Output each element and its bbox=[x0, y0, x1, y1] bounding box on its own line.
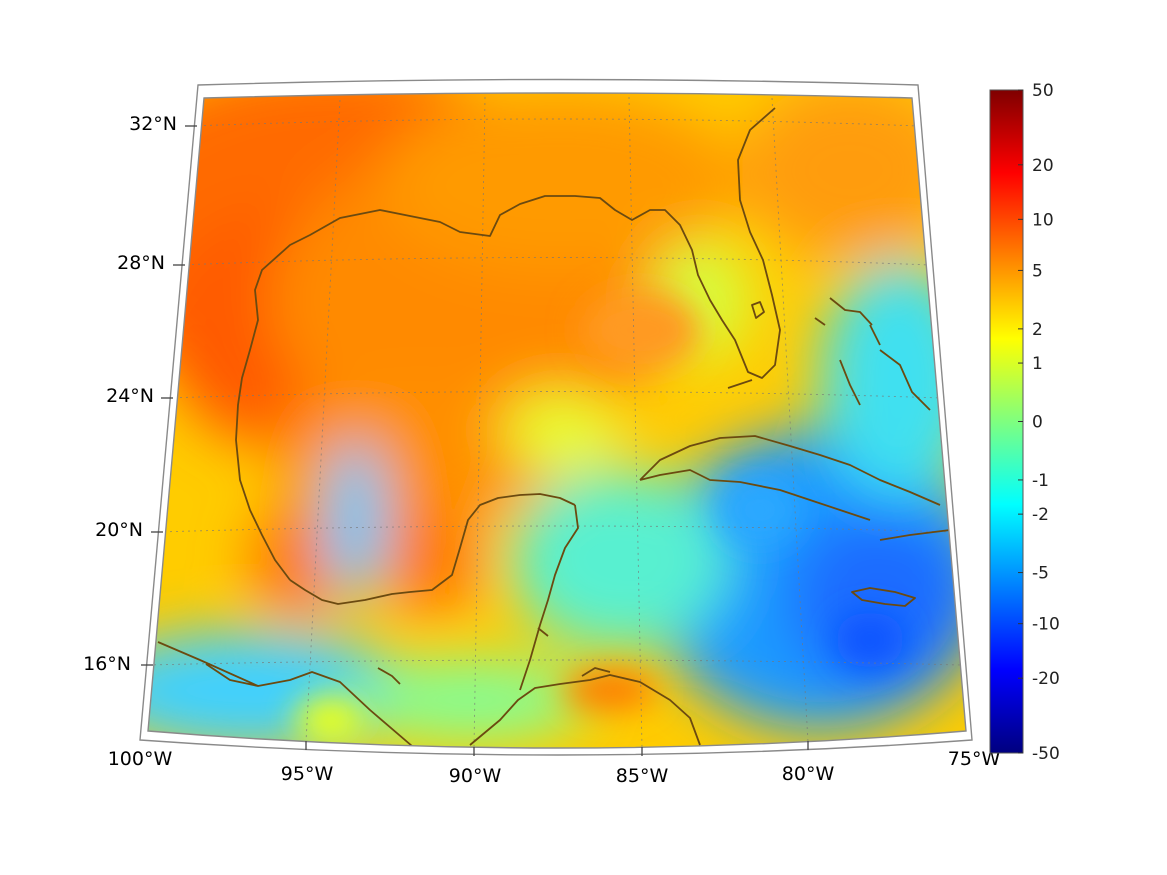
lon-label-75w: 75°W bbox=[948, 748, 1001, 770]
colorbar-tick-label: 0 bbox=[1032, 413, 1043, 433]
colorbar-tick-label: 1 bbox=[1032, 354, 1043, 374]
colorbar-tick-label: 2 bbox=[1032, 320, 1043, 340]
coast-mainland-west bbox=[157, 641, 701, 747]
lon-label-85w: 85°W bbox=[616, 765, 669, 787]
colorbar-tick-label: 5 bbox=[1032, 261, 1043, 281]
lat-label-24n: 24°N bbox=[106, 385, 154, 407]
frame-outer bbox=[139, 78, 973, 756]
frame-inner bbox=[147, 92, 967, 749]
colorbar-tick-label: -1 bbox=[1032, 471, 1049, 491]
coast-yucatan bbox=[519, 504, 579, 691]
longitude-labels: 100°W 95°W 90°W 85°W 80°W 75°W bbox=[108, 748, 1001, 787]
coast-bahamas bbox=[814, 297, 931, 411]
map-frame bbox=[139, 78, 973, 756]
coast-florida-keys bbox=[727, 379, 753, 389]
colorbar-tick-label: -50 bbox=[1032, 744, 1060, 764]
coast-jamaica bbox=[851, 587, 916, 607]
map-panel bbox=[148, 93, 966, 748]
coast-honduras-bay bbox=[377, 627, 611, 685]
coast-gulf-rim bbox=[235, 107, 781, 581]
coast-mexico-gulf bbox=[289, 493, 576, 605]
colorbar-tick-label: -20 bbox=[1032, 669, 1060, 689]
colorbar-tick-label: 10 bbox=[1032, 210, 1054, 230]
coast-hispaniola bbox=[879, 529, 951, 541]
lat-label-32n: 32°N bbox=[129, 113, 177, 135]
latitude-labels: 32°N 28°N 24°N 20°N 16°N bbox=[83, 113, 177, 675]
meridian-95w bbox=[305, 99, 341, 743]
lat-label-16n: 16°N bbox=[83, 653, 131, 675]
lon-label-80w: 80°W bbox=[782, 763, 835, 785]
meridian-85w bbox=[628, 96, 643, 748]
coast-lake-okeechobee bbox=[751, 301, 765, 319]
colorbar-tick-label: 50 bbox=[1032, 81, 1054, 101]
colorbar-tick-label: -2 bbox=[1032, 505, 1049, 525]
lat-label-28n: 28°N bbox=[117, 252, 165, 274]
colorbar-tick-label: -5 bbox=[1032, 564, 1049, 584]
parallel-16n bbox=[148, 659, 963, 666]
parallel-20n bbox=[157, 525, 953, 533]
parallel-28n bbox=[179, 257, 931, 266]
parallel-32n bbox=[191, 118, 919, 127]
graticule bbox=[148, 96, 963, 748]
anomaly-detail bbox=[295, 290, 905, 745]
colorbar-tick-label: 20 bbox=[1032, 156, 1054, 176]
lat-label-20n: 20°N bbox=[95, 519, 143, 541]
meridian-90w bbox=[473, 96, 486, 748]
lon-label-95w: 95°W bbox=[281, 763, 334, 785]
coast-cuba bbox=[639, 435, 941, 521]
lon-label-100w: 100°W bbox=[108, 748, 173, 770]
lon-label-90w: 90°W bbox=[449, 765, 502, 787]
colorbar-gradient bbox=[989, 89, 1024, 754]
coastlines bbox=[157, 107, 951, 747]
colorbar-tick-label: -10 bbox=[1032, 615, 1060, 635]
frame-ticks bbox=[141, 125, 809, 756]
